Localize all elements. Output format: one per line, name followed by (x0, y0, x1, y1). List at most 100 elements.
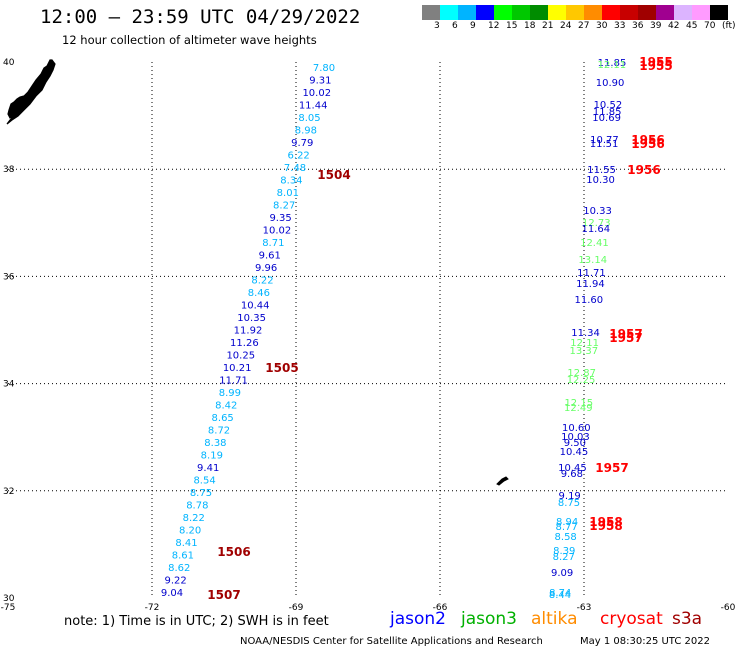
wave-height-value: 12.15 (564, 398, 593, 409)
pass-time: 1958 (589, 515, 622, 529)
wave-height-value: 8.75 (190, 488, 212, 499)
west-track-labels: 7.809.3110.0211.448.058.989.796.227.488.… (161, 63, 335, 599)
pass-time: 1956 (631, 133, 664, 147)
wave-height-value: 8.58 (555, 532, 577, 543)
wave-height-value: 10.30 (586, 175, 615, 186)
wave-height-value: 8.05 (298, 113, 320, 124)
legend-swatch (476, 5, 495, 20)
legend-label: 70 (704, 21, 716, 31)
footnote: note: 1) Time is in UTC; 2) SWH is in fe… (64, 614, 329, 629)
wave-height-value: 11.60 (575, 295, 604, 306)
pass-time: 1506 (217, 545, 250, 559)
wave-height-value: 9.09 (551, 568, 573, 579)
page-title: 12:00 — 23:59 UTC 04/29/2022 (40, 6, 361, 28)
legend-cryosat: cryosat (600, 609, 663, 629)
pass-time: 1956 (627, 163, 660, 177)
timestamp: May 1 08:30:25 UTC 2022 (580, 636, 710, 647)
wave-height-value: 8.41 (175, 538, 197, 549)
legend-jason3: jason3 (461, 609, 517, 629)
map-gridlines (8, 62, 728, 598)
wave-height-value: 11.94 (576, 279, 605, 290)
axis-tick-labels: -75 -72 -69 -66 -63 -60 40 38 36 34 32 30 (1, 58, 736, 613)
legend-swatch (620, 5, 639, 20)
wave-height-value: 8.61 (172, 551, 194, 562)
legend-jason2: jason2 (390, 609, 446, 629)
wave-height-value: 8.99 (219, 388, 241, 399)
wave-height-value: 12.87 (567, 368, 596, 379)
lat-tick-label: 34 (3, 380, 15, 390)
legend-altika: altika (531, 609, 578, 629)
wave-height-value: 10.52 (594, 100, 623, 111)
wave-height-value: 8.01 (277, 188, 299, 199)
legend-label: 33 (614, 21, 626, 31)
wave-height-value: 10.45 (558, 463, 587, 474)
wave-height-value: 9.50 (564, 438, 586, 449)
wave-height-value: 8.44 (549, 590, 571, 601)
color-scale-labels: 3 6 9 12 15 18 21 24 27 30 33 36 39 42 45 70 (ft) (422, 21, 740, 35)
legend-label: 45 (686, 21, 698, 31)
wave-height-value: 12.41 (580, 238, 609, 249)
wave-height-value: 8.22 (251, 276, 273, 287)
legend-swatch (530, 5, 549, 20)
wave-height-value: 8.27 (553, 552, 575, 563)
lon-tick-label: -66 (433, 603, 448, 613)
legend-swatch (494, 5, 513, 20)
wave-height-value: 9.41 (197, 463, 219, 474)
legend-swatch (584, 5, 603, 20)
wave-height-value: 8.98 (295, 126, 317, 137)
wave-height-value: 8.42 (215, 401, 237, 412)
legend-swatch (674, 5, 693, 20)
wave-height-value: 10.44 (241, 301, 270, 312)
legend-label: 21 (542, 21, 554, 31)
lat-tick-label: 40 (3, 58, 15, 68)
wave-height-value: 11.51 (590, 139, 619, 150)
legend-label: 39 (650, 21, 662, 31)
color-scale-bar (422, 5, 728, 20)
legend-swatch (512, 5, 531, 20)
legend-label: 6 (452, 21, 458, 31)
wave-height-value: 10.02 (302, 88, 331, 99)
wave-height-value: 10.03 (561, 432, 590, 443)
wave-height-value: 12.49 (564, 403, 593, 414)
pass-time: 1955 (639, 59, 672, 73)
wave-height-value: 11.71 (219, 376, 248, 387)
wave-height-value: 11.55 (587, 165, 616, 176)
pass-time: 1507 (207, 588, 240, 602)
wave-height-value: 10.33 (583, 206, 612, 217)
wave-height-value: 9.68 (561, 469, 583, 480)
lon-tick-label: -60 (721, 603, 736, 613)
wave-height-value: 8.19 (201, 451, 223, 462)
wave-height-value: 9.96 (255, 263, 277, 274)
lon-tick-label: -72 (145, 603, 160, 613)
wave-height-value: 13.37 (570, 346, 599, 357)
pass-time: 1955 (639, 55, 672, 69)
wave-height-value: 8.94 (556, 517, 578, 528)
wave-height-value: 7.48 (284, 163, 306, 174)
wave-height-value: 8.27 (273, 201, 295, 212)
wave-height-value: 11.92 (234, 326, 263, 337)
wave-height-value: 10.77 (590, 135, 619, 146)
island-shape (496, 476, 509, 486)
wave-height-value: 8.74 (549, 588, 571, 599)
wave-height-value: 8.65 (212, 413, 234, 424)
legend-swatch (602, 5, 621, 20)
wave-height-value: 8.20 (179, 526, 201, 537)
wave-height-value: 10.45 (560, 447, 589, 458)
wave-height-value: 12.73 (582, 218, 611, 229)
pass-time: 1957 (595, 461, 628, 475)
wave-height-value: 9.35 (269, 213, 291, 224)
pass-time: 1958 (589, 519, 622, 533)
credit-line: NOAA/NESDIS Center for Satellite Applica… (240, 636, 543, 647)
wave-height-value: 8.54 (193, 476, 215, 487)
wave-height-value: 11.34 (571, 328, 600, 339)
legend-label: (ft) (722, 21, 736, 31)
pass-time: 1956 (631, 137, 664, 151)
wave-height-value: 10.90 (596, 78, 625, 89)
lon-tick-label: -75 (1, 603, 16, 613)
lat-tick-label: 30 (3, 594, 15, 604)
legend-label: 30 (596, 21, 608, 31)
legend-label: 24 (560, 21, 572, 31)
east-track-labels: 11.8512.1110.9010.5211.8510.6910.7711.51… (549, 58, 626, 601)
wave-height-value: 8.38 (204, 438, 226, 449)
